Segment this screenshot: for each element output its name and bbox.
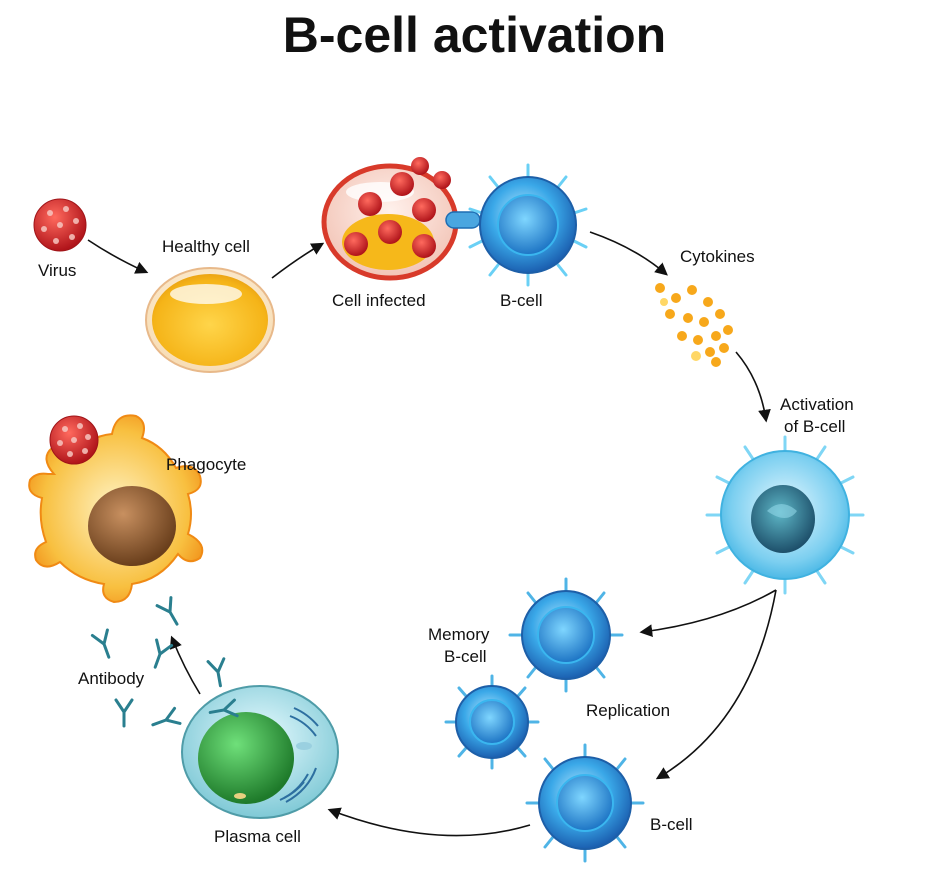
- plasma-cell-icon: [181, 685, 339, 819]
- label-b-cell-top: B-cell: [500, 291, 543, 310]
- label-cytokines: Cytokines: [680, 247, 755, 266]
- page-title: B-cell activation: [282, 7, 667, 63]
- replicating-b-cell-icon: [444, 674, 540, 770]
- arrow-activation-to-memory: [639, 589, 777, 638]
- label-b-cell-bottom: B-cell: [650, 815, 693, 834]
- virus-icon: [33, 198, 87, 252]
- antibody-icon: [114, 698, 134, 728]
- antibody-icon: [155, 596, 179, 626]
- label-activation-line2: of B-cell: [784, 417, 845, 436]
- engulfed-virus-icon: [49, 415, 99, 465]
- memory-b-cell-icon: [508, 577, 624, 693]
- label-activation-line1: Activation: [780, 395, 854, 414]
- b-cell-bottom-icon: [525, 743, 645, 863]
- b-cell-icon: [468, 163, 588, 287]
- flow-arrows: [87, 231, 777, 837]
- cytokines-icon: [655, 283, 733, 367]
- antibody-icon: [208, 698, 239, 718]
- arrow-bcell-to-plasma: [327, 807, 531, 837]
- label-phagocyte: Phagocyte: [166, 455, 246, 474]
- label-healthy-cell: Healthy cell: [162, 237, 250, 256]
- antibody-icons: [90, 596, 239, 728]
- arrow-activation-to-bcell: [655, 589, 777, 780]
- arrow-bcell-to-cytokines: [589, 231, 668, 276]
- label-replication: Replication: [586, 701, 670, 720]
- infected-cell-icon: [321, 157, 459, 281]
- arrow-healthy-to-infected: [271, 242, 325, 279]
- label-memory-line2: B-cell: [444, 647, 487, 666]
- antibody-icon: [151, 706, 182, 727]
- arrow-virus-to-healthy: [87, 239, 149, 274]
- label-virus: Virus: [38, 261, 76, 280]
- antibody-icon: [90, 628, 111, 659]
- antibody-icon: [153, 638, 174, 669]
- activated-b-cell-icon: [705, 435, 865, 595]
- antibody-icon: [206, 657, 226, 688]
- label-memory-line1: Memory: [428, 625, 490, 644]
- arrow-plasma-to-phagocyte: [169, 635, 201, 695]
- arrow-cytokines-to-activation: [735, 351, 771, 423]
- receptor-connector: [445, 211, 481, 229]
- label-antibody: Antibody: [78, 669, 145, 688]
- label-cell-infected: Cell infected: [332, 291, 426, 310]
- label-plasma-cell: Plasma cell: [214, 827, 301, 846]
- healthy-cell-icon: [145, 267, 275, 373]
